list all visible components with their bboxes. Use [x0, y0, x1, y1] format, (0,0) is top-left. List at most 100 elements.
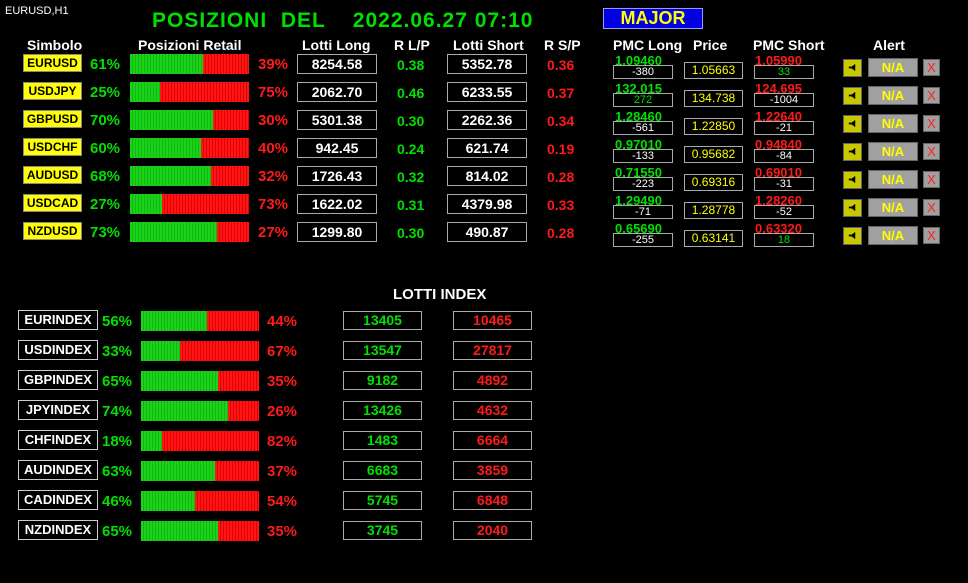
- close-icon[interactable]: X: [923, 143, 940, 160]
- pmc-short-diff: 18: [754, 233, 814, 247]
- header-rlp: R L/P: [394, 37, 430, 53]
- alert-status-button[interactable]: N/A: [868, 170, 918, 189]
- index-long-percent: 74%: [102, 403, 133, 420]
- ratio-short-price: 0.34: [547, 113, 575, 129]
- short-bar-fill: [159, 82, 249, 102]
- close-icon[interactable]: X: [923, 199, 940, 216]
- symbol-button[interactable]: USDCAD: [23, 194, 82, 212]
- index-lots-long: 9182: [343, 371, 422, 390]
- index-lots-short: 10465: [453, 311, 532, 330]
- alert-status-button[interactable]: N/A: [868, 86, 918, 105]
- price-box: 0.69316: [684, 174, 743, 191]
- pmc-long-diff: -380: [613, 65, 673, 79]
- long-percent: 27%: [90, 196, 121, 213]
- index-name-button[interactable]: JPYINDEX: [18, 400, 98, 420]
- ratio-short-price: 0.19: [547, 141, 575, 157]
- short-percent: 39%: [258, 56, 289, 73]
- bell-icon[interactable]: [843, 171, 862, 189]
- long-bar-fill: [130, 110, 214, 130]
- symbol-button[interactable]: GBPUSD: [23, 110, 82, 128]
- symbol-button[interactable]: USDJPY: [23, 82, 82, 100]
- short-bar-fill: [207, 311, 259, 331]
- index-name-button[interactable]: GBPINDEX: [18, 370, 98, 390]
- index-name-button[interactable]: USDINDEX: [18, 340, 98, 360]
- pmc-short-value: 0.63320: [755, 221, 802, 236]
- close-icon[interactable]: X: [923, 227, 940, 244]
- lots-long-box: 1299.80: [297, 222, 377, 242]
- bell-icon[interactable]: [843, 59, 862, 77]
- alert-status-button[interactable]: N/A: [868, 226, 918, 245]
- header-symbol: Simbolo: [27, 37, 83, 53]
- group-badge[interactable]: MAJOR: [603, 8, 703, 29]
- lots-long-box: 942.45: [297, 138, 377, 158]
- symbol-button[interactable]: NZDUSD: [23, 222, 82, 240]
- header-lots-long: Lotti Long: [302, 37, 371, 53]
- long-bar-fill: [141, 491, 196, 511]
- close-icon[interactable]: X: [923, 87, 940, 104]
- index-lots-short: 6664: [453, 431, 532, 450]
- short-bar-fill: [210, 166, 249, 186]
- retail-ratio-bar: [129, 165, 250, 187]
- alert-status-button[interactable]: N/A: [868, 114, 918, 133]
- bell-icon[interactable]: [843, 199, 862, 217]
- alert-status-button[interactable]: N/A: [868, 142, 918, 161]
- long-percent: 60%: [90, 140, 121, 157]
- ratio-short-price: 0.28: [547, 225, 575, 241]
- ratio-long-price: 0.32: [397, 169, 425, 185]
- pmc-short-value: 1.05990: [755, 53, 802, 68]
- ratio-long-price: 0.30: [397, 113, 425, 129]
- close-icon[interactable]: X: [923, 59, 940, 76]
- long-bar-fill: [130, 82, 160, 102]
- index-long-percent: 18%: [102, 433, 133, 450]
- index-name-button[interactable]: AUDINDEX: [18, 460, 98, 480]
- index-name-button[interactable]: NZDINDEX: [18, 520, 98, 540]
- long-bar-fill: [141, 311, 208, 331]
- lots-long-box: 2062.70: [297, 82, 377, 102]
- retail-ratio-bar: [129, 53, 250, 75]
- index-name-button[interactable]: CHFINDEX: [18, 430, 98, 450]
- header-pmc-long: PMC Long: [613, 37, 683, 53]
- pmc-short-diff: -31: [754, 177, 814, 191]
- bell-icon[interactable]: [843, 115, 862, 133]
- lots-short-box: 2262.36: [447, 110, 527, 130]
- retail-ratio-bar: [129, 221, 250, 243]
- index-name-button[interactable]: EURINDEX: [18, 310, 98, 330]
- index-lots-long: 3745: [343, 521, 422, 540]
- index-name-button[interactable]: CADINDEX: [18, 490, 98, 510]
- index-short-percent: 67%: [267, 343, 298, 360]
- bell-icon[interactable]: [843, 227, 862, 245]
- lots-short-box: 5352.78: [447, 54, 527, 74]
- long-bar-fill: [141, 341, 180, 361]
- index-long-percent: 33%: [102, 343, 133, 360]
- symbol-button[interactable]: USDCHF: [23, 138, 82, 156]
- lots-short-box: 621.74: [447, 138, 527, 158]
- alert-status-button[interactable]: N/A: [868, 58, 918, 77]
- index-ratio-bar: [140, 340, 260, 362]
- index-section-title: LOTTI INDEX: [393, 286, 487, 303]
- ratio-long-price: 0.46: [397, 85, 425, 101]
- long-percent: 73%: [90, 224, 121, 241]
- index-ratio-bar: [140, 370, 260, 392]
- bell-icon[interactable]: [843, 143, 862, 161]
- bell-icon[interactable]: [843, 87, 862, 105]
- ratio-long-price: 0.24: [397, 141, 425, 157]
- short-bar-fill: [213, 110, 249, 130]
- long-percent: 61%: [90, 56, 121, 73]
- short-bar-fill: [162, 194, 249, 214]
- lots-short-box: 490.87: [447, 222, 527, 242]
- pmc-long-diff: 272: [613, 93, 673, 107]
- pmc-long-value: 0.97010: [615, 137, 662, 152]
- alert-status-button[interactable]: N/A: [868, 198, 918, 217]
- close-icon[interactable]: X: [923, 171, 940, 188]
- long-bar-fill: [141, 371, 218, 391]
- lots-short-box: 814.02: [447, 166, 527, 186]
- symbol-button[interactable]: EURUSD: [23, 54, 82, 72]
- close-icon[interactable]: X: [923, 115, 940, 132]
- retail-ratio-bar: [129, 137, 250, 159]
- pmc-short-diff: 33: [754, 65, 814, 79]
- index-long-percent: 46%: [102, 493, 133, 510]
- index-lots-short: 6848: [453, 491, 532, 510]
- price-box: 1.05663: [684, 62, 743, 79]
- symbol-button[interactable]: AUDUSD: [23, 166, 82, 184]
- index-short-percent: 82%: [267, 433, 298, 450]
